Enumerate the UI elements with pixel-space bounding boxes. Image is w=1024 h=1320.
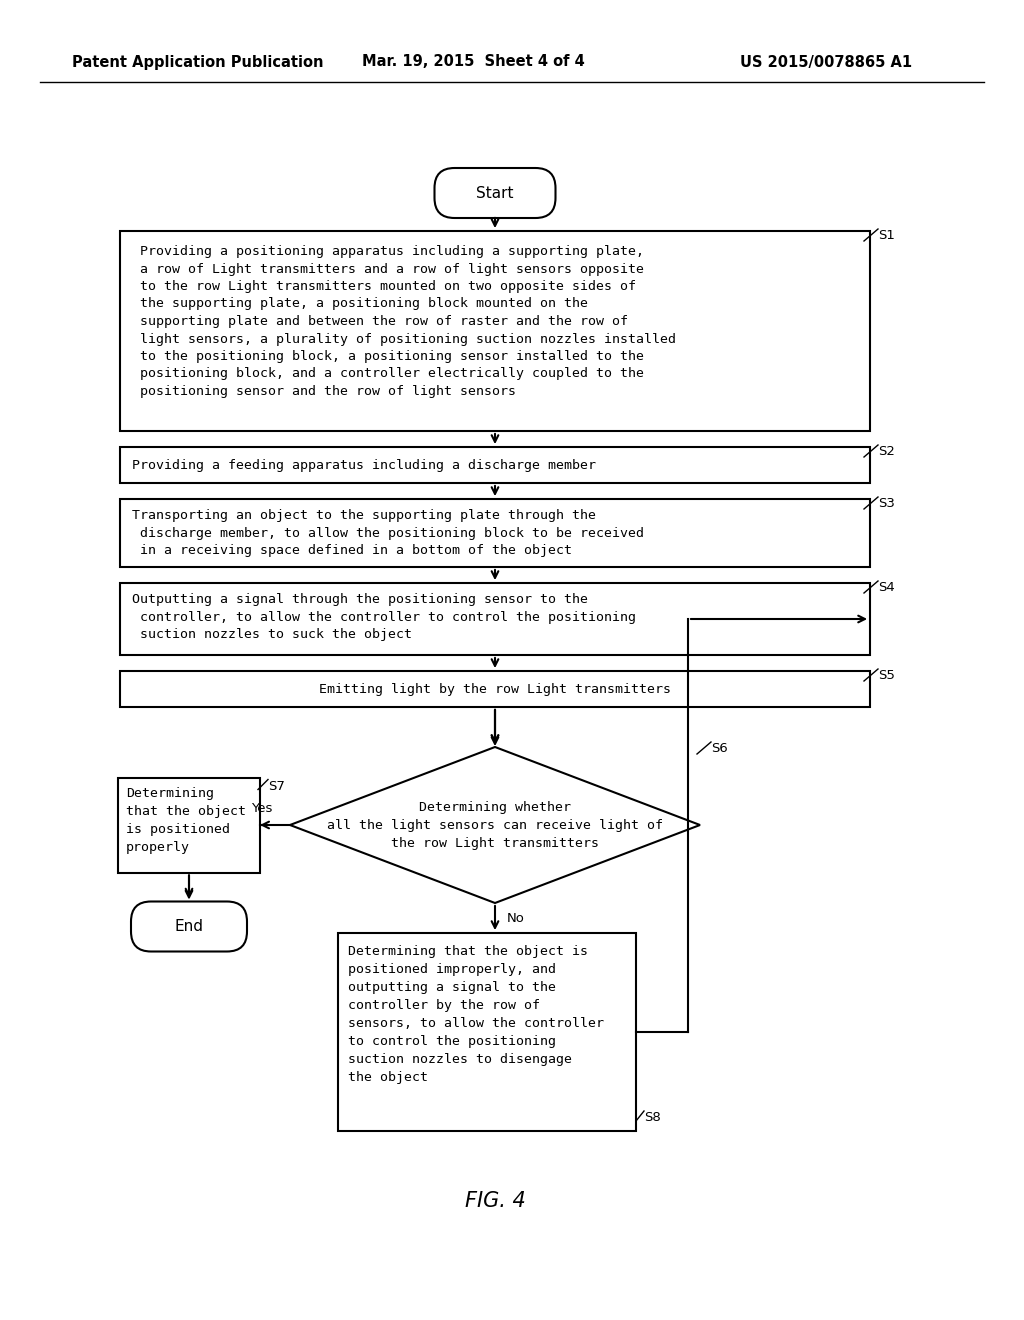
Text: US 2015/0078865 A1: US 2015/0078865 A1 xyxy=(740,54,912,70)
Text: Determining whether
all the light sensors can receive light of
the row Light tra: Determining whether all the light sensor… xyxy=(327,800,663,850)
Text: Emitting light by the row Light transmitters: Emitting light by the row Light transmit… xyxy=(319,682,671,696)
Bar xyxy=(120,671,870,708)
Text: S3: S3 xyxy=(878,498,895,510)
Text: Mar. 19, 2015  Sheet 4 of 4: Mar. 19, 2015 Sheet 4 of 4 xyxy=(362,54,585,70)
Text: S8: S8 xyxy=(644,1111,660,1125)
Text: S1: S1 xyxy=(878,228,895,242)
Text: Yes: Yes xyxy=(251,803,272,816)
Text: End: End xyxy=(174,919,204,935)
FancyBboxPatch shape xyxy=(434,168,555,218)
Text: S2: S2 xyxy=(878,445,895,458)
Text: Start: Start xyxy=(476,186,514,201)
Text: S6: S6 xyxy=(711,742,728,755)
Text: Determining that the object is
positioned improperly, and
outputting a signal to: Determining that the object is positione… xyxy=(348,945,604,1084)
Bar xyxy=(338,933,636,1131)
Bar xyxy=(120,499,870,568)
Text: Providing a positioning apparatus including a supporting plate,
 a row of Light : Providing a positioning apparatus includ… xyxy=(132,246,676,399)
Bar xyxy=(120,231,870,432)
Text: No: No xyxy=(507,912,525,924)
Text: Patent Application Publication: Patent Application Publication xyxy=(72,54,324,70)
Text: Determining
that the object
is positioned
properly: Determining that the object is positione… xyxy=(126,788,246,854)
Bar xyxy=(120,583,870,655)
Text: Outputting a signal through the positioning sensor to the
 controller, to allow : Outputting a signal through the position… xyxy=(132,593,636,642)
Text: FIG. 4: FIG. 4 xyxy=(465,1191,525,1210)
FancyBboxPatch shape xyxy=(131,902,247,952)
Text: Transporting an object to the supporting plate through the
 discharge member, to: Transporting an object to the supporting… xyxy=(132,510,644,557)
Text: Providing a feeding apparatus including a discharge member: Providing a feeding apparatus including … xyxy=(132,458,596,471)
Text: S4: S4 xyxy=(878,581,895,594)
Text: S7: S7 xyxy=(268,780,285,792)
Text: S5: S5 xyxy=(878,669,895,682)
Bar xyxy=(118,777,260,873)
Polygon shape xyxy=(290,747,700,903)
Bar xyxy=(120,447,870,483)
